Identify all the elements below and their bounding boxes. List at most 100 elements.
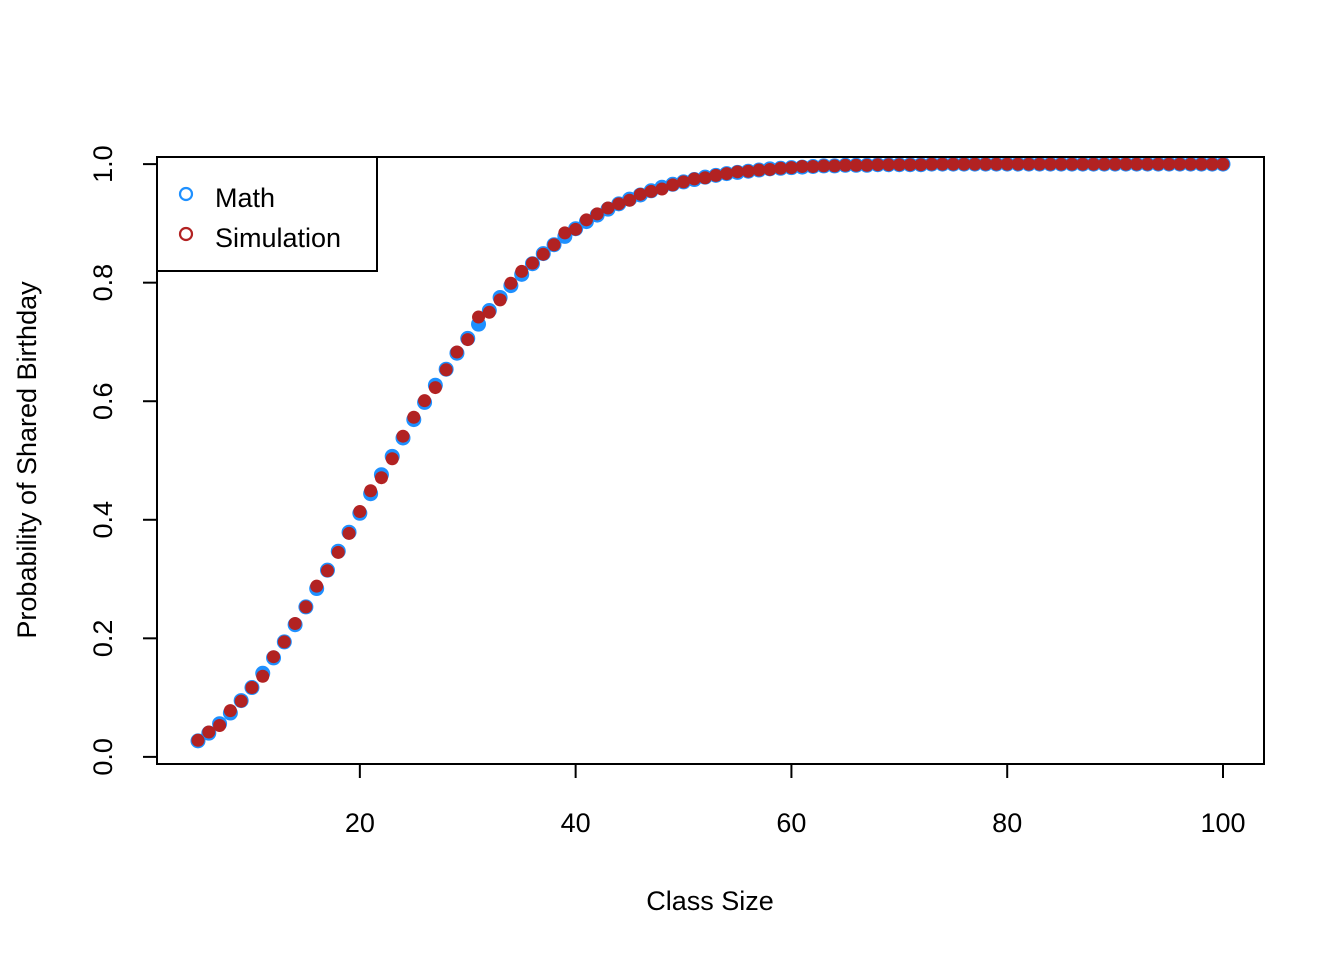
point-simulation	[698, 171, 712, 185]
point-simulation	[709, 168, 723, 182]
point-simulation	[1216, 157, 1230, 171]
point-simulation	[925, 157, 939, 171]
point-simulation	[1011, 157, 1025, 171]
legend-box	[156, 156, 378, 272]
point-simulation	[428, 381, 442, 395]
point-simulation	[418, 394, 432, 408]
point-simulation	[374, 471, 388, 485]
point-simulation	[223, 704, 237, 718]
point-simulation	[687, 172, 701, 186]
point-simulation	[784, 161, 798, 175]
point-simulation	[828, 159, 842, 173]
point-simulation	[763, 162, 777, 176]
series-simulation	[191, 157, 1230, 747]
x-tick-label: 100	[1200, 808, 1245, 838]
y-tick-label: 0.0	[88, 738, 118, 776]
legend-marker-math	[178, 186, 194, 202]
point-simulation	[461, 333, 475, 347]
point-simulation	[957, 157, 971, 171]
x-tick-label: 20	[345, 808, 375, 838]
point-simulation	[515, 264, 529, 278]
x-axis-title: Class Size	[646, 886, 774, 916]
point-simulation	[385, 452, 399, 466]
point-simulation	[1119, 157, 1133, 171]
point-simulation	[860, 158, 874, 172]
point-simulation	[288, 617, 302, 631]
point-simulation	[946, 157, 960, 171]
point-simulation	[525, 256, 539, 270]
point-simulation	[666, 178, 680, 192]
point-simulation	[720, 167, 734, 181]
point-simulation	[1151, 157, 1165, 171]
point-simulation	[1054, 157, 1068, 171]
point-simulation	[310, 579, 324, 593]
y-axis-title: Probability of Shared Birthday	[12, 281, 42, 639]
point-simulation	[882, 158, 896, 172]
point-simulation	[730, 165, 744, 179]
point-simulation	[655, 182, 669, 196]
point-simulation	[612, 197, 626, 211]
point-simulation	[1065, 157, 1079, 171]
point-simulation	[191, 733, 205, 747]
point-simulation	[299, 600, 313, 614]
point-simulation	[234, 694, 248, 708]
point-simulation	[493, 293, 507, 307]
point-simulation	[935, 157, 949, 171]
point-simulation	[1076, 157, 1090, 171]
point-simulation	[396, 429, 410, 443]
point-simulation	[407, 410, 421, 424]
point-simulation	[558, 226, 572, 240]
point-simulation	[806, 159, 820, 173]
point-simulation	[590, 207, 604, 221]
legend-label-simulation: Simulation	[215, 223, 341, 253]
y-tick-label: 0.2	[88, 620, 118, 658]
point-simulation	[914, 158, 928, 172]
point-simulation	[213, 718, 227, 732]
point-simulation	[569, 222, 583, 236]
point-simulation	[741, 164, 755, 178]
point-simulation	[677, 175, 691, 189]
point-simulation	[472, 310, 486, 324]
point-simulation	[364, 484, 378, 498]
point-simulation	[450, 345, 464, 359]
point-simulation	[439, 363, 453, 377]
point-simulation	[482, 305, 496, 319]
point-simulation	[903, 158, 917, 172]
point-simulation	[245, 681, 259, 695]
y-tick-label: 0.4	[88, 501, 118, 539]
point-simulation	[601, 201, 615, 215]
point-simulation	[633, 187, 647, 201]
legend: Math Simulation	[156, 156, 378, 272]
point-simulation	[1097, 157, 1111, 171]
y-tick-label: 0.8	[88, 264, 118, 302]
point-simulation	[320, 564, 334, 578]
points-layer	[190, 156, 1231, 749]
point-simulation	[1205, 157, 1219, 171]
y-tick-label: 0.6	[88, 382, 118, 420]
point-simulation	[968, 157, 982, 171]
point-simulation	[1043, 157, 1057, 171]
point-simulation	[536, 247, 550, 261]
point-simulation	[1022, 157, 1036, 171]
point-simulation	[989, 157, 1003, 171]
point-simulation	[871, 158, 885, 172]
point-simulation	[838, 158, 852, 172]
point-simulation	[774, 161, 788, 175]
point-simulation	[849, 158, 863, 172]
point-simulation	[579, 213, 593, 227]
x-axis: 20 40 60 80 100	[345, 763, 1246, 838]
point-simulation	[752, 163, 766, 177]
point-simulation	[1140, 157, 1154, 171]
legend-label-math: Math	[215, 183, 275, 213]
point-simulation	[1033, 157, 1047, 171]
point-simulation	[1194, 157, 1208, 171]
point-simulation	[504, 276, 518, 290]
point-simulation	[1087, 157, 1101, 171]
point-simulation	[1000, 157, 1014, 171]
point-simulation	[547, 238, 561, 252]
x-tick-label: 60	[776, 808, 806, 838]
point-simulation	[353, 504, 367, 518]
point-simulation	[1130, 157, 1144, 171]
